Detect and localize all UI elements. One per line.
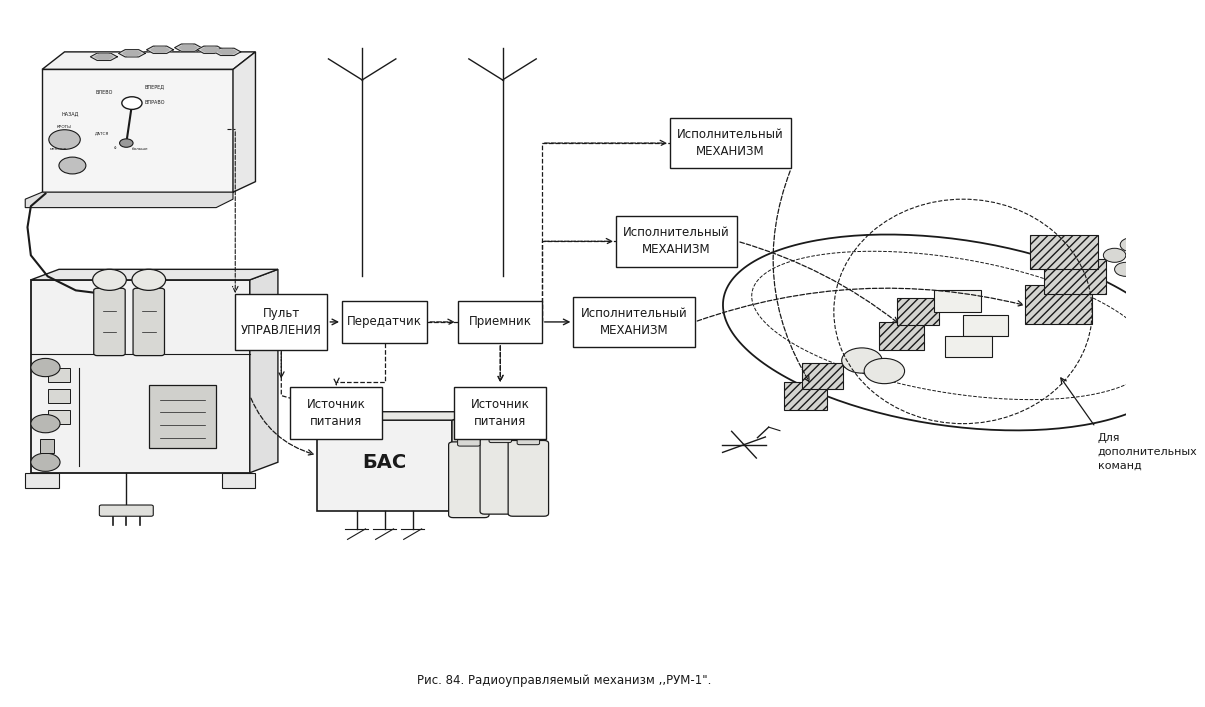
Polygon shape	[201, 47, 219, 52]
FancyBboxPatch shape	[934, 290, 981, 312]
FancyBboxPatch shape	[317, 420, 452, 511]
Circle shape	[49, 130, 81, 149]
Text: Исполнительный
МЕХАНИЗМ: Исполнительный МЕХАНИЗМ	[623, 226, 730, 256]
FancyBboxPatch shape	[945, 336, 992, 357]
Text: ВПРАВО: ВПРАВО	[145, 100, 165, 105]
Circle shape	[31, 358, 60, 377]
FancyBboxPatch shape	[448, 442, 489, 518]
Bar	[1024, 285, 1092, 324]
Polygon shape	[452, 411, 480, 511]
FancyBboxPatch shape	[489, 431, 511, 443]
Polygon shape	[118, 49, 146, 57]
Text: больше: больше	[131, 147, 148, 151]
FancyBboxPatch shape	[99, 505, 153, 516]
Circle shape	[864, 358, 905, 384]
Polygon shape	[198, 46, 224, 54]
Text: ДАТСЯ: ДАТСЯ	[95, 132, 110, 136]
Polygon shape	[233, 52, 255, 192]
FancyBboxPatch shape	[40, 439, 54, 453]
Text: Источник
питания: Источник питания	[471, 398, 530, 428]
Polygon shape	[147, 46, 174, 54]
Text: КРОТЫ: КРОТЫ	[57, 124, 71, 129]
FancyBboxPatch shape	[42, 69, 233, 192]
FancyBboxPatch shape	[48, 368, 70, 382]
Polygon shape	[175, 44, 201, 52]
Circle shape	[119, 139, 133, 147]
Polygon shape	[95, 54, 113, 59]
FancyBboxPatch shape	[31, 280, 249, 473]
Text: Пульт
УПРАВЛЕНИЯ: Пульт УПРАВЛЕНИЯ	[241, 307, 322, 337]
Text: Источник
питания: Источник питания	[307, 398, 366, 428]
FancyBboxPatch shape	[616, 216, 737, 267]
Polygon shape	[90, 53, 117, 60]
Polygon shape	[151, 47, 169, 52]
FancyBboxPatch shape	[290, 387, 382, 440]
Circle shape	[93, 269, 127, 291]
FancyBboxPatch shape	[574, 297, 694, 347]
Text: БАС: БАС	[363, 452, 407, 472]
Circle shape	[131, 269, 165, 291]
FancyBboxPatch shape	[48, 409, 70, 423]
Circle shape	[31, 453, 60, 472]
Polygon shape	[723, 235, 1181, 431]
FancyBboxPatch shape	[235, 294, 328, 350]
Circle shape	[1104, 248, 1125, 262]
Text: Передатчик: Передатчик	[347, 315, 422, 329]
Text: Рис. 84. Радиоуправляемый механизм ,,РУМ-1".: Рис. 84. Радиоуправляемый механизм ,,РУМ…	[417, 674, 711, 686]
FancyBboxPatch shape	[25, 473, 59, 488]
Text: НАЗАД: НАЗАД	[61, 111, 78, 116]
Polygon shape	[31, 269, 278, 280]
Circle shape	[122, 97, 142, 110]
Bar	[897, 298, 940, 325]
Circle shape	[31, 414, 60, 433]
Text: Исполнительный
МЕХАНИЗМ: Исполнительный МЕХАНИЗМ	[677, 128, 784, 158]
Bar	[784, 382, 827, 409]
FancyBboxPatch shape	[133, 288, 165, 356]
Polygon shape	[317, 411, 480, 420]
FancyBboxPatch shape	[458, 301, 542, 343]
Text: меньше: меньше	[49, 147, 67, 151]
FancyBboxPatch shape	[458, 435, 480, 446]
FancyBboxPatch shape	[148, 385, 216, 448]
Circle shape	[1115, 262, 1138, 276]
Circle shape	[1121, 238, 1142, 252]
Text: ВПЕРЕД: ВПЕРЕД	[145, 84, 164, 89]
Bar	[878, 322, 924, 350]
FancyBboxPatch shape	[48, 389, 70, 402]
Text: ⚬: ⚬	[113, 146, 117, 151]
Polygon shape	[123, 51, 141, 56]
FancyBboxPatch shape	[509, 440, 548, 516]
FancyBboxPatch shape	[963, 315, 1007, 336]
Polygon shape	[25, 192, 233, 208]
Text: Для
дополнительных
команд: Для дополнительных команд	[1098, 433, 1198, 471]
Text: ВЛЕВО: ВЛЕВО	[95, 90, 112, 95]
FancyBboxPatch shape	[517, 433, 540, 445]
Circle shape	[59, 157, 86, 174]
Circle shape	[841, 348, 882, 373]
Bar	[1045, 259, 1106, 294]
FancyBboxPatch shape	[480, 438, 521, 514]
Bar	[1030, 235, 1098, 269]
Polygon shape	[42, 52, 255, 69]
FancyBboxPatch shape	[222, 473, 255, 488]
Text: Приемник: Приемник	[469, 315, 531, 329]
FancyBboxPatch shape	[94, 288, 125, 356]
Polygon shape	[214, 48, 241, 56]
Bar	[803, 363, 842, 389]
Polygon shape	[249, 269, 278, 473]
Polygon shape	[218, 49, 236, 54]
FancyBboxPatch shape	[454, 387, 546, 440]
Text: Исполнительный
МЕХАНИЗМ: Исполнительный МЕХАНИЗМ	[581, 307, 687, 337]
FancyBboxPatch shape	[342, 301, 427, 343]
Polygon shape	[180, 45, 198, 50]
FancyBboxPatch shape	[670, 118, 792, 168]
